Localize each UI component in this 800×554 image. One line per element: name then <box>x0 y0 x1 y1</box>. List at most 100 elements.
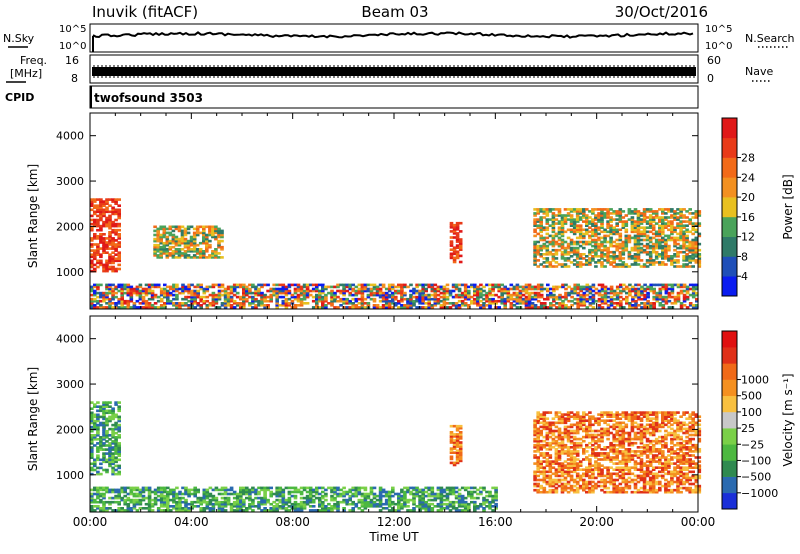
velocity-cell <box>375 502 380 506</box>
power-cell <box>105 222 109 226</box>
power-cell <box>473 287 477 291</box>
power-cell <box>132 287 137 291</box>
power-cell <box>193 291 197 295</box>
velocity-cell <box>318 492 322 496</box>
velocity-cell <box>90 425 94 429</box>
power-colorbar-segment <box>722 157 737 178</box>
power-cell <box>557 222 562 225</box>
velocity-cell <box>539 413 543 416</box>
power-cell <box>533 285 538 289</box>
power-cell <box>694 242 699 246</box>
power-cell <box>114 231 118 234</box>
velocity-cell <box>96 456 100 459</box>
velocity-cell <box>96 413 100 417</box>
power-cell <box>272 293 276 297</box>
power-cell <box>223 289 228 293</box>
power-colorbar-label: 8 <box>741 250 748 263</box>
power-cell <box>558 285 562 289</box>
power-cell <box>90 263 94 267</box>
power-cell <box>621 220 626 223</box>
power-cell <box>585 287 590 291</box>
power-cell <box>153 229 157 233</box>
power-cell <box>102 269 106 273</box>
power-cell <box>652 306 656 309</box>
power-cell <box>126 306 131 309</box>
power-cell <box>527 293 532 297</box>
power-cell <box>348 285 352 289</box>
velocity-cell <box>263 496 267 500</box>
power-cell <box>646 306 650 309</box>
power-cell <box>226 297 231 301</box>
power-cell <box>449 221 454 225</box>
power-cell <box>570 304 574 307</box>
power-cell <box>205 295 210 299</box>
velocity-cell <box>248 492 252 496</box>
velocity-cell <box>90 466 94 470</box>
power-cell <box>102 299 106 303</box>
velocity-cell <box>542 435 547 439</box>
velocity-cell <box>397 500 401 504</box>
power-cell <box>597 232 601 236</box>
velocity-cell <box>324 507 328 510</box>
power-cell <box>594 250 598 254</box>
power-cell <box>679 216 683 219</box>
velocity-cell <box>542 474 547 478</box>
power-cell <box>585 222 589 225</box>
velocity-cell <box>485 505 489 508</box>
power-cell <box>670 295 675 299</box>
velocity-cell <box>387 502 392 506</box>
power-cell <box>183 243 188 247</box>
velocity-cell <box>126 486 131 490</box>
velocity-cell <box>159 509 164 512</box>
power-cell <box>536 240 540 244</box>
power-cell <box>366 304 371 307</box>
velocity-cell <box>557 450 562 453</box>
power-cell <box>673 240 677 244</box>
power-cell <box>630 220 635 223</box>
velocity-cell <box>554 415 559 418</box>
power-cell <box>211 299 216 303</box>
power-cell <box>545 257 550 260</box>
velocity-cell <box>415 488 419 492</box>
power-cell <box>93 249 97 252</box>
velocity-cell <box>560 450 565 453</box>
velocity-cell <box>245 488 249 492</box>
power-cell <box>208 304 213 307</box>
power-cell <box>366 287 371 291</box>
power-cell <box>111 306 115 309</box>
power-cell <box>442 293 447 297</box>
velocity-cell <box>536 466 540 469</box>
power-cell <box>661 250 665 254</box>
power-cell <box>524 285 529 289</box>
velocity-cell <box>345 502 349 506</box>
power-cell <box>536 246 540 250</box>
velocity-cell <box>545 454 550 457</box>
power-cell <box>141 297 146 301</box>
power-cell <box>691 259 695 262</box>
power-cell <box>284 304 289 307</box>
velocity-cell <box>378 496 383 500</box>
velocity-cell <box>342 507 346 510</box>
power-cell <box>694 240 699 244</box>
velocity-cell <box>117 507 121 510</box>
velocity-cell <box>458 445 463 448</box>
power-cell <box>491 302 495 305</box>
power-cell <box>654 214 659 217</box>
velocity-cell <box>108 444 112 447</box>
velocity-cell <box>548 468 553 471</box>
power-cell <box>664 289 669 293</box>
velocity-cell <box>150 502 155 506</box>
power-cell <box>454 285 459 289</box>
velocity-cell <box>181 500 185 504</box>
power-cell <box>217 297 222 301</box>
power-cell <box>591 255 595 258</box>
velocity-cell <box>476 488 480 492</box>
power-cell <box>311 299 316 303</box>
velocity-cell <box>123 494 127 498</box>
velocity-cell <box>381 488 386 492</box>
velocity-cell <box>102 427 106 431</box>
velocity-cell <box>539 443 543 447</box>
power-cell <box>588 222 592 225</box>
power-cell <box>257 283 261 287</box>
power-cell <box>105 302 109 305</box>
